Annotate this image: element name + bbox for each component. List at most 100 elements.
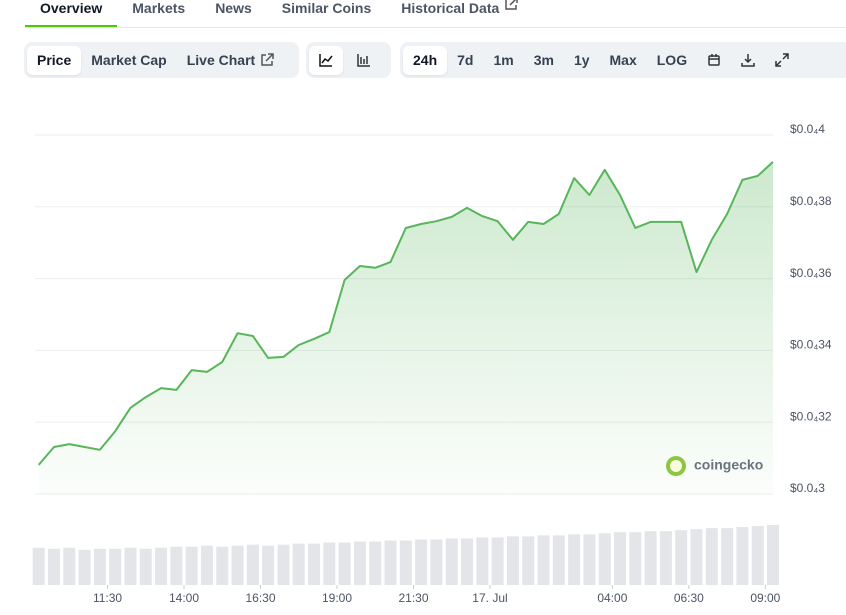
volume-bar <box>415 539 428 585</box>
range-button-label: LOG <box>656 51 688 68</box>
volume-bar <box>491 537 504 585</box>
volume-bar <box>277 544 290 585</box>
range-button[interactable]: LOG <box>647 46 697 75</box>
expand-icon <box>775 53 789 67</box>
volume-bar <box>583 534 596 585</box>
range-button-label: 1y <box>573 51 590 68</box>
volume-bar <box>629 532 642 585</box>
volume-bar <box>231 545 244 585</box>
download-button[interactable] <box>731 46 765 75</box>
volume-bar <box>705 528 718 585</box>
tab-label: Similar Coins <box>281 0 372 16</box>
price-line <box>37 161 774 466</box>
y-tick-label: $0.0₄34 <box>790 338 832 352</box>
calendar-button[interactable] <box>697 46 731 75</box>
volume-bar <box>124 547 137 585</box>
volume-bar <box>32 547 45 585</box>
view-button-label: Market Cap <box>91 51 167 68</box>
tab-label: Markets <box>132 0 186 16</box>
volume-bar <box>751 526 764 585</box>
volume-bar <box>353 541 366 585</box>
range-button[interactable]: 1y <box>564 46 600 75</box>
volume-bar <box>292 543 305 585</box>
x-tick-label: 09:00 <box>750 591 780 605</box>
x-tick-label: 21:30 <box>398 591 428 605</box>
x-tick-label: 11:30 <box>93 591 122 605</box>
y-tick-label: $0.0₄38 <box>790 194 832 208</box>
x-tick-label: 16:30 <box>245 591 275 605</box>
range-button[interactable]: 7d <box>447 46 483 75</box>
tab[interactable]: Markets <box>117 0 200 26</box>
x-tick-label: 14:00 <box>169 591 199 605</box>
volume-bar <box>47 548 60 585</box>
view-button[interactable]: Live Chart <box>177 46 284 75</box>
calendar-icon <box>708 54 720 66</box>
range-button[interactable]: 3m <box>524 46 564 75</box>
range-button-label: 3m <box>533 51 554 68</box>
view-group: Price Market Cap Live Chart <box>24 42 299 78</box>
download-icon <box>741 54 755 67</box>
x-tick-label: 04:00 <box>597 591 627 605</box>
x-tick-label: 06:30 <box>674 591 704 605</box>
volume-bar <box>598 533 611 585</box>
volume-bar <box>155 547 168 585</box>
tab[interactable]: Historical Data <box>386 0 533 26</box>
range-button-label: 7d <box>457 51 474 68</box>
volume-bar <box>170 546 183 585</box>
volume-bar <box>308 543 321 585</box>
candle-chart-button[interactable] <box>347 46 381 75</box>
volume-bar <box>614 532 627 585</box>
volume-bar <box>338 542 351 585</box>
candle-icon <box>357 54 370 67</box>
volume-bar <box>522 536 535 585</box>
volume-bar <box>246 544 259 585</box>
tab[interactable]: Similar Coins <box>267 0 386 26</box>
volume-bar <box>430 539 443 585</box>
volume-bar <box>63 547 76 585</box>
tab[interactable]: Overview <box>25 0 118 27</box>
volume-bar <box>568 534 581 585</box>
range-button[interactable]: 24h <box>403 45 448 75</box>
y-tick-label: $0.0₄4 <box>790 122 825 136</box>
x-tick-label: 17. Jul <box>472 591 507 605</box>
view-button[interactable]: Price <box>27 45 82 75</box>
volume-bar <box>537 535 550 585</box>
watermark-text: coingecko <box>694 457 763 473</box>
volume-bar <box>659 531 672 585</box>
tab[interactable]: News <box>200 0 267 26</box>
volume-bar <box>139 548 152 585</box>
line-icon <box>319 54 333 67</box>
y-tick-label: $0.0₄32 <box>790 409 832 423</box>
view-button-label: Price <box>37 51 72 68</box>
volume-bar <box>721 528 734 585</box>
fullscreen-button[interactable] <box>765 46 799 75</box>
volume-bar <box>262 545 275 585</box>
tab-label: News <box>215 0 252 16</box>
tab-bar: Overview Markets News Similar Coins Historic… <box>25 0 846 28</box>
view-button-label: Live Chart <box>186 51 256 68</box>
x-tick-label: 19:00 <box>322 591 352 605</box>
range-button[interactable]: 1m <box>483 46 523 75</box>
watermark: coingecko <box>666 456 763 476</box>
volume-bar <box>690 529 703 585</box>
tab-label: Overview <box>40 0 103 16</box>
y-tick-label: $0.0₄36 <box>790 266 832 280</box>
volume-bar <box>323 542 336 585</box>
volume-bar <box>767 525 779 585</box>
range-button-label: 1m <box>493 51 514 68</box>
volume-bar <box>384 540 397 585</box>
view-button[interactable]: Market Cap <box>81 46 176 75</box>
range-group: 24h 7d 1m 3m 1y Max LOG <box>400 42 846 78</box>
range-button[interactable]: Max <box>600 46 647 75</box>
volume-bar <box>506 536 519 585</box>
volume-bar <box>552 535 565 585</box>
range-button-label: 24h <box>413 51 438 68</box>
tab-label: Historical Data <box>401 0 500 16</box>
external-icon <box>261 53 274 66</box>
volume-bar <box>78 549 91 585</box>
volume-bar <box>461 538 474 585</box>
chart-style-group <box>306 42 391 78</box>
volume-bar <box>399 540 412 585</box>
line-chart-button[interactable] <box>309 45 343 75</box>
